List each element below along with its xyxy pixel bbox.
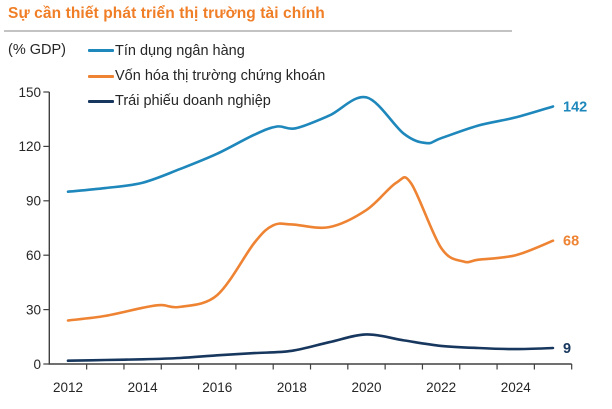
series-end-label-corporate-bonds: 9 <box>563 341 571 357</box>
legend-item-corporate-bonds: Trái phiếu doanh nghiệp <box>88 89 325 114</box>
x-axis-tick-label: 2018 <box>277 380 307 395</box>
y-axis-tick-label: 60 <box>26 248 41 263</box>
y-axis-tick-label: 30 <box>26 302 41 317</box>
legend-item-bank-credit: Tín dụng ngân hàng <box>88 38 325 63</box>
series-line-stock-market-cap <box>66 176 555 322</box>
legend-swatch-stock-market-cap <box>88 74 114 78</box>
chart-title: Sự cần thiết phát triển thị trường tài c… <box>8 5 325 22</box>
x-axis-tick-label: 2012 <box>53 380 83 395</box>
legend-label: Tín dụng ngân hàng <box>115 42 245 59</box>
legend-label: Vốn hóa thị trường chứng khoán <box>115 68 326 85</box>
x-axis-tick-label: 2020 <box>351 380 381 395</box>
series-line-bank-credit <box>66 95 555 193</box>
x-axis-tick-label: 2016 <box>202 380 232 395</box>
legend-item-stock-market-cap: Vốn hóa thị trường chứng khoán <box>88 63 325 88</box>
x-axis-tick-label: 2014 <box>128 380 159 395</box>
series-line-corporate-bonds <box>66 333 555 362</box>
y-axis-tick-label: 0 <box>33 357 41 372</box>
series-end-label-bank-credit: 142 <box>563 100 587 116</box>
x-axis-tick-label: 2024 <box>501 380 532 395</box>
legend-label: Trái phiếu doanh nghiệp <box>115 93 271 110</box>
legend: Tín dụng ngân hàng Vốn hóa thị trường ch… <box>88 38 325 114</box>
title-divider <box>4 30 512 32</box>
y-axis-unit-label: (% GDP) <box>8 42 66 58</box>
legend-swatch-corporate-bonds <box>88 99 114 103</box>
y-axis-tick-label: 90 <box>26 194 41 209</box>
y-axis-tick-label: 150 <box>18 85 41 100</box>
series-end-label-stock-market-cap: 68 <box>563 234 579 250</box>
y-axis-tick-label: 120 <box>18 139 41 154</box>
legend-swatch-bank-credit <box>88 49 114 53</box>
x-axis-tick-label: 2022 <box>426 380 456 395</box>
